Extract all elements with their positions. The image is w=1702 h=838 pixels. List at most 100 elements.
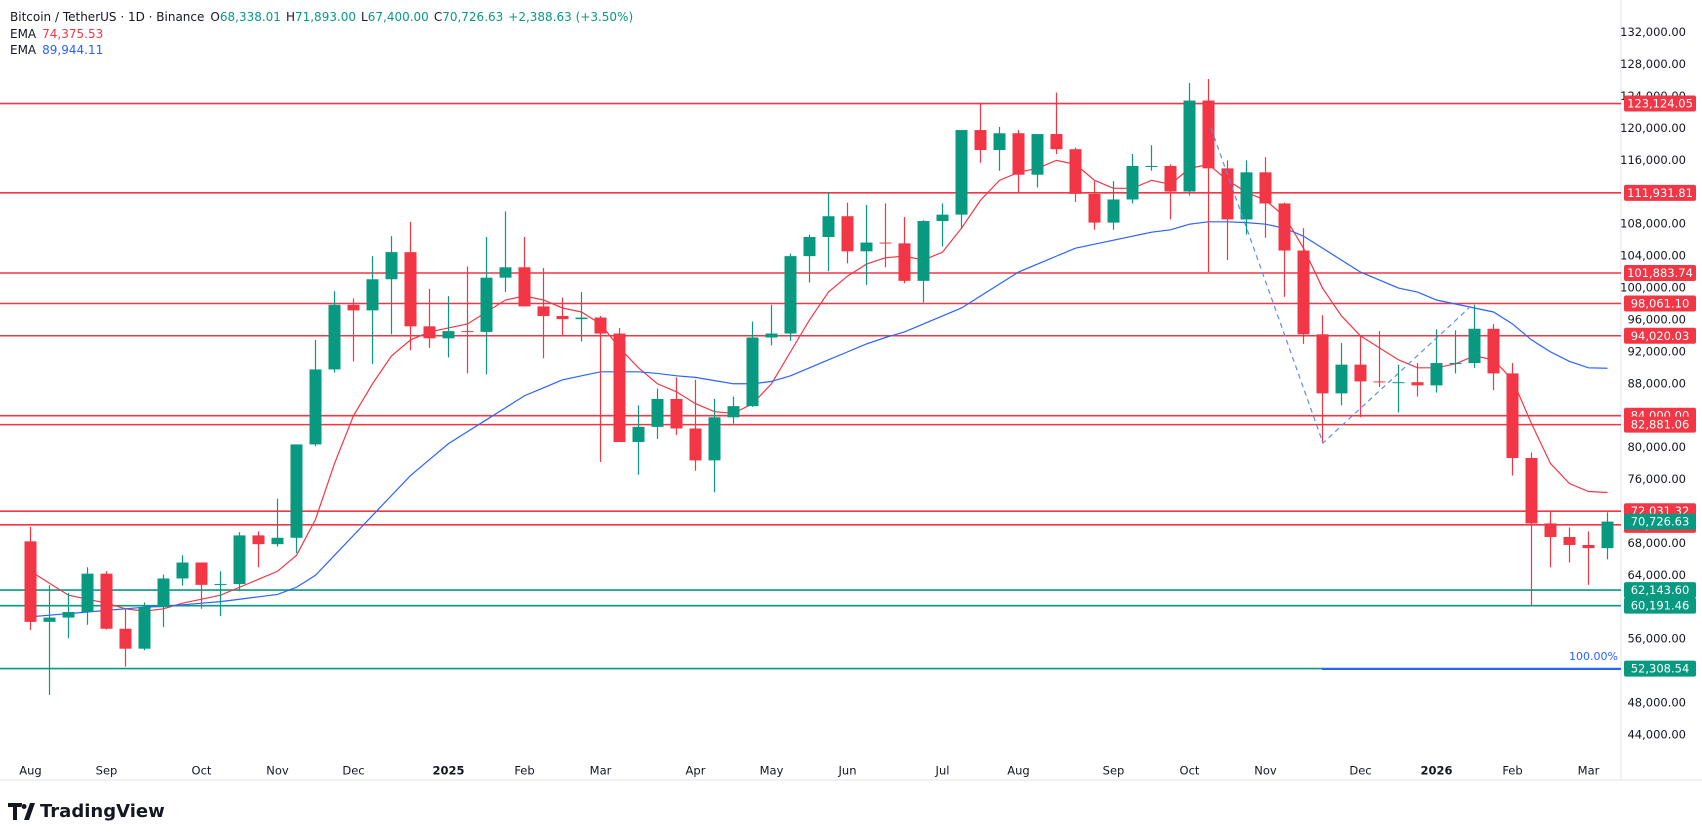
level-label: 98,061.10 (1631, 297, 1690, 311)
candle-body (404, 252, 417, 327)
candle-body (860, 242, 873, 252)
legend-entry: EMA 74,375.53 (10, 27, 103, 41)
x-tick-label: Aug (19, 764, 41, 778)
candle-body (556, 315, 569, 320)
candle-body (841, 216, 854, 252)
candle-body (1259, 172, 1272, 204)
candle-body (670, 398, 683, 429)
y-tick-label: 64,000.00 (1627, 568, 1686, 582)
candle-body (822, 216, 835, 237)
y-tick-label: 100,000.00 (1620, 281, 1686, 295)
candles (24, 78, 1614, 695)
header: Bitcoin / TetherUS · 1D · Binance O68,338… (10, 10, 633, 57)
trend-drawing (1210, 127, 1470, 445)
candle-body (1525, 457, 1538, 524)
candle-body (119, 628, 132, 649)
x-tick-label: Nov (1254, 764, 1277, 778)
y-tick-label: 88,000.00 (1627, 376, 1686, 390)
candle-body (1069, 149, 1082, 194)
x-tick-label: Sep (1103, 764, 1125, 778)
candle-body (1430, 363, 1443, 386)
x-tick-label: Aug (1007, 764, 1029, 778)
level-tag (1624, 265, 1696, 282)
candle-body (24, 541, 37, 622)
x-tick-label: Oct (1180, 764, 1200, 778)
candle-body (1392, 382, 1405, 384)
x-tick-label: 2026 (1420, 764, 1452, 778)
level-label: 94,020.03 (1631, 329, 1690, 343)
candle-body (1050, 134, 1063, 150)
indicators (30, 159, 1608, 618)
candle-body (1183, 100, 1196, 192)
candle-body (1221, 168, 1234, 220)
candle-body (1487, 328, 1500, 374)
x-tick-label: Mar (590, 764, 612, 778)
candle-body (290, 444, 303, 538)
candle-body (803, 236, 816, 257)
candle-body (1316, 334, 1329, 394)
candle-body (974, 130, 987, 151)
level-tag (1624, 582, 1696, 599)
candle-body (366, 279, 379, 311)
candle-body (879, 242, 892, 244)
x-tick-label: Oct (192, 764, 212, 778)
legend-value: 74,375.53 (42, 27, 103, 41)
candle-body (423, 326, 436, 339)
y-tick-label: 48,000.00 (1627, 695, 1686, 709)
candle-body (271, 537, 284, 545)
level-label: 62,143.60 (1631, 583, 1690, 597)
candle-body (1240, 172, 1253, 220)
candle-body (518, 267, 531, 307)
candle-body (233, 535, 246, 585)
candle-body (1297, 250, 1310, 335)
axes: 132,000.00128,000.00124,000.00120,000.00… (19, 25, 1696, 778)
candle-body (1088, 193, 1101, 223)
header-line: Bitcoin / TetherUS · 1D · Binance O68,338… (10, 10, 633, 24)
x-tick-label: 2025 (432, 764, 464, 778)
candle-body (1354, 364, 1367, 382)
x-tick-label: Apr (686, 764, 706, 778)
candle-body (632, 426, 645, 443)
candle-body (1582, 544, 1595, 549)
y-tick-label: 108,000.00 (1620, 217, 1686, 231)
brand-logo (8, 803, 35, 820)
candle-body (784, 256, 797, 334)
candle-body (1164, 165, 1177, 192)
level-label: 82,881.06 (1631, 418, 1690, 432)
legend-name: EMA (10, 43, 37, 57)
quote-label: L (361, 10, 368, 24)
candle-body (214, 584, 227, 586)
x-tick-label: Dec (1349, 764, 1371, 778)
candle-body (1468, 328, 1481, 364)
candle-body (1145, 165, 1158, 167)
level-tag (1624, 184, 1696, 201)
candle-body (43, 617, 56, 622)
candle-body (309, 369, 322, 445)
candle-body (499, 267, 512, 278)
y-tick-label: 56,000.00 (1627, 632, 1686, 646)
candle-body (917, 221, 930, 281)
candle-body (1411, 382, 1424, 386)
ema-line (30, 221, 1608, 618)
candle-body (936, 214, 949, 222)
candle-body (442, 331, 455, 339)
candle-body (480, 277, 493, 332)
candle-body (708, 417, 721, 461)
y-tick-label: 44,000.00 (1627, 727, 1686, 741)
quote-label: O (210, 10, 219, 24)
candle-body (898, 243, 911, 281)
candle-body (1506, 373, 1519, 458)
candle-body (955, 130, 968, 215)
x-tick-label: Nov (266, 764, 289, 778)
quote-value: 67,400.00 (368, 10, 429, 24)
level-tag (1624, 327, 1696, 344)
annotation: 100.00% (1569, 650, 1618, 663)
y-tick-label: 96,000.00 (1627, 312, 1686, 326)
y-tick-label: 76,000.00 (1627, 472, 1686, 486)
x-tick-label: Dec (342, 764, 364, 778)
candle-body (1563, 536, 1576, 545)
x-tick-label: May (760, 764, 784, 778)
candle-body (1278, 203, 1291, 251)
